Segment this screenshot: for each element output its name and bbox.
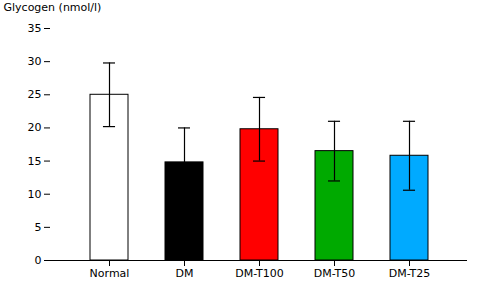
svg-text:35: 35 xyxy=(28,22,42,35)
svg-text:Normal: Normal xyxy=(90,267,130,280)
svg-text:DM-T25: DM-T25 xyxy=(389,267,431,280)
svg-text:DM-T100: DM-T100 xyxy=(235,267,284,280)
svg-text:15: 15 xyxy=(28,155,42,168)
svg-text:30: 30 xyxy=(28,55,42,68)
svg-text:Glycogen (nmol/l): Glycogen (nmol/l) xyxy=(4,1,102,14)
svg-text:25: 25 xyxy=(28,88,42,101)
svg-text:0: 0 xyxy=(35,254,42,267)
svg-text:20: 20 xyxy=(28,121,42,134)
svg-text:5: 5 xyxy=(35,221,42,234)
svg-text:DM-T50: DM-T50 xyxy=(314,267,356,280)
svg-text:DM: DM xyxy=(176,267,194,280)
svg-text:10: 10 xyxy=(28,188,42,201)
